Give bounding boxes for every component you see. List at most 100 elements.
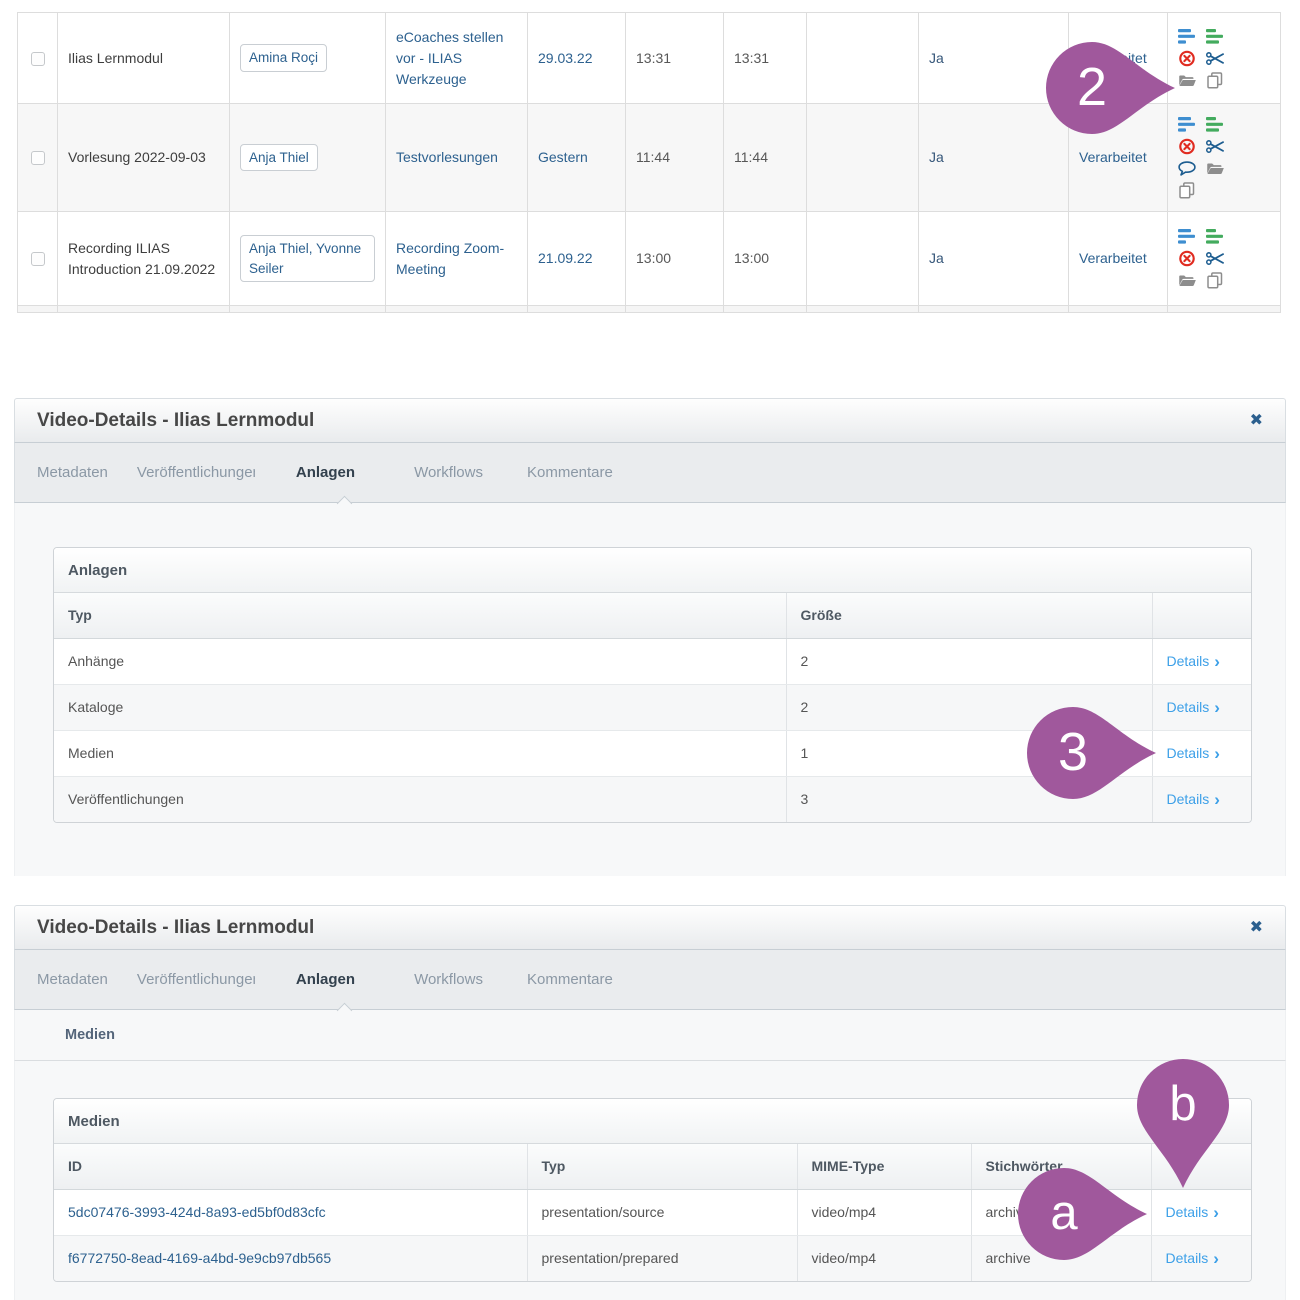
marker-label: a: [1050, 1185, 1078, 1240]
delete-icon[interactable]: [1178, 50, 1196, 67]
chevron-right-icon: ›: [1214, 789, 1220, 809]
table-row: Anhänge 2 Details ›: [54, 638, 1251, 685]
copy-event-icon[interactable]: [1206, 272, 1224, 289]
date-link[interactable]: Gestern: [538, 149, 588, 165]
cut-video-icon[interactable]: [1206, 50, 1224, 67]
row-checkbox[interactable]: [30, 151, 45, 166]
details-link[interactable]: Details ›: [1165, 1248, 1219, 1268]
tab-kommentare[interactable]: Kommentare: [526, 464, 613, 481]
tab-metadaten[interactable]: Metadaten: [37, 464, 108, 481]
table-row: Recording ILIAS Introduction 21.09.2022 …: [17, 211, 1281, 306]
series-link[interactable]: Testvorlesungen: [396, 149, 498, 165]
typ-cell: Kataloge: [54, 684, 786, 731]
details-link[interactable]: Details ›: [1166, 651, 1220, 671]
status-link[interactable]: Verarbeitet: [1079, 250, 1147, 266]
cut-video-icon[interactable]: [1206, 250, 1224, 267]
end-time: 13:31: [734, 49, 770, 66]
details-link[interactable]: Details ›: [1166, 697, 1220, 717]
typ-cell: Anhänge: [54, 638, 786, 685]
end-time: 11:44: [734, 149, 768, 165]
tab-anlagen[interactable]: Anlagen: [295, 971, 356, 988]
date-link[interactable]: 29.03.22: [538, 49, 593, 66]
start-time: 11:44: [636, 149, 670, 165]
event-details-icon[interactable]: [1206, 116, 1224, 133]
copy-event-icon[interactable]: [1206, 71, 1224, 89]
column-header-typ: Typ: [54, 593, 786, 639]
column-header-mime: MIME-Type: [796, 1144, 971, 1190]
panel-body: Anlagen Typ Größe Anhänge 2 Details › Kat…: [14, 503, 1286, 876]
empty-cell: [806, 211, 919, 306]
date-link[interactable]: 21.09.22: [538, 250, 593, 266]
groesse-cell: 2: [785, 638, 1152, 685]
tab-workflows[interactable]: Workflows: [414, 464, 483, 481]
details-link-medien[interactable]: Details ›: [1166, 743, 1220, 763]
typ-cell: presentation/prepared: [526, 1235, 797, 1281]
series-link[interactable]: Recording Zoom-Meeting: [396, 239, 505, 277]
published-cell: Ja: [918, 12, 1069, 104]
start-time: 13:00: [636, 250, 672, 266]
breadcrumb: Medien: [14, 1010, 1286, 1061]
comments-icon[interactable]: [1178, 160, 1196, 177]
published-flag: Ja: [929, 49, 944, 66]
presenter-chip[interactable]: Amina Roçi: [240, 44, 328, 72]
panel-header: Video-Details - Ilias Lernmodul ✖: [14, 905, 1286, 950]
row-checkbox[interactable]: [30, 252, 45, 267]
tab-anlagen[interactable]: Anlagen: [295, 464, 356, 481]
close-icon[interactable]: ✖: [1249, 918, 1263, 936]
row-checkbox[interactable]: [30, 51, 45, 66]
start-time-cell: 13:31: [625, 12, 724, 104]
published-cell: Ja: [918, 103, 1069, 212]
media-id-link[interactable]: 5dc07476-3993-424d-8a93-ed5bf0d83cfc: [68, 1204, 326, 1220]
series-cell: Recording Zoom-Meeting: [385, 211, 528, 306]
copy-event-icon[interactable]: [1178, 182, 1196, 199]
empty-cell: [806, 12, 919, 104]
assets-folder-icon[interactable]: [1206, 160, 1224, 177]
tab-workflows[interactable]: Workflows: [414, 971, 483, 988]
cut-video-icon[interactable]: [1206, 138, 1224, 155]
column-header-typ: Typ: [526, 1144, 797, 1190]
empty-cell: [806, 103, 919, 212]
breadcrumb-medien[interactable]: Medien: [65, 1027, 115, 1043]
presenter-cell: Anja Thiel: [229, 103, 386, 212]
media-id-link[interactable]: f6772750-8ead-4169-a4bd-9e9cb97db565: [68, 1250, 332, 1267]
presenter-cell: Anja Thiel, Yvonne Seiler: [229, 211, 386, 306]
delete-icon[interactable]: [1178, 138, 1196, 155]
typ-cell: Veröffentlichungen: [54, 776, 786, 822]
column-header-groesse: Größe: [785, 593, 1152, 639]
tab-bar: Metadaten Veröffentlichungen Anlagen Wor…: [14, 443, 1286, 511]
anlagen-table: Typ Größe Anhänge 2 Details › Kataloge 2 …: [54, 593, 1251, 822]
presenter-chip[interactable]: Anja Thiel: [240, 143, 318, 172]
edit-metadata-icon[interactable]: [1178, 116, 1196, 133]
series-link[interactable]: eCoaches stellen vor - ILIAS Werkzeuge: [396, 28, 504, 87]
actions-cell: [1167, 12, 1281, 104]
series-cell: Testvorlesungen: [385, 103, 528, 212]
status-link[interactable]: Verarbeitet: [1079, 149, 1147, 165]
status-cell: Verarbeitet: [1068, 211, 1168, 306]
mime-cell: video/mp4: [796, 1189, 971, 1236]
presenter-chip[interactable]: Anja Thiel, Yvonne Seiler: [240, 234, 375, 283]
chevron-right-icon: ›: [1214, 651, 1220, 671]
delete-icon[interactable]: [1178, 250, 1196, 267]
details-link[interactable]: Details ›: [1165, 1202, 1219, 1222]
edit-metadata-icon[interactable]: [1178, 228, 1196, 245]
typ-cell: presentation/source: [526, 1189, 797, 1236]
tab-veroeffentlichungen[interactable]: Veröffentlichungen: [136, 464, 255, 481]
presenter-cell: Amina Roçi: [229, 12, 386, 104]
actions-cell: [1167, 103, 1281, 212]
close-icon[interactable]: ✖: [1249, 411, 1263, 429]
annotation-marker-2: 2: [1046, 42, 1175, 134]
actions-cell: [1167, 211, 1281, 306]
end-time: 13:00: [734, 250, 770, 266]
assets-folder-icon[interactable]: [1178, 72, 1196, 89]
details-link[interactable]: Details ›: [1166, 789, 1220, 809]
assets-folder-icon[interactable]: [1178, 272, 1196, 289]
event-details-icon[interactable]: [1206, 28, 1224, 45]
event-details-icon[interactable]: [1206, 228, 1224, 245]
tab-metadaten[interactable]: Metadaten: [37, 971, 108, 988]
tab-kommentare[interactable]: Kommentare: [526, 971, 613, 988]
edit-metadata-icon[interactable]: [1178, 28, 1196, 45]
date-cell: 29.03.22: [527, 12, 626, 104]
typ-cell: Medien: [54, 730, 786, 777]
card-title: Anlagen: [54, 548, 1251, 593]
tab-veroeffentlichungen[interactable]: Veröffentlichungen: [136, 971, 255, 988]
